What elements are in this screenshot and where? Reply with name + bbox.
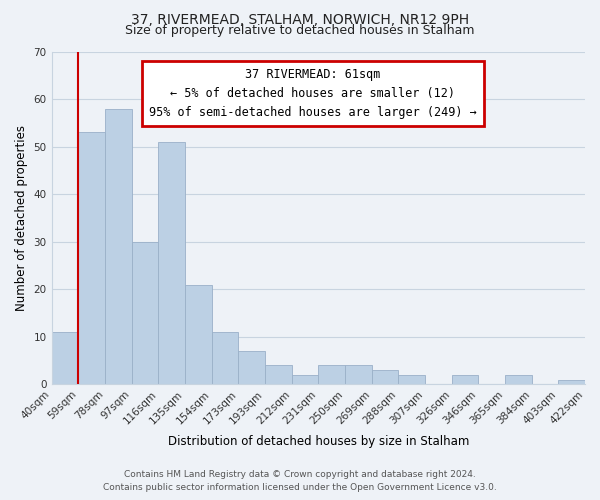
Bar [505,375,532,384]
Bar [318,366,345,384]
Text: Size of property relative to detached houses in Stalham: Size of property relative to detached ho… [125,24,475,37]
Bar [52,332,78,384]
Bar [265,366,292,384]
Bar [78,132,105,384]
Bar [185,284,212,384]
Text: 37, RIVERMEAD, STALHAM, NORWICH, NR12 9PH: 37, RIVERMEAD, STALHAM, NORWICH, NR12 9P… [131,12,469,26]
Bar [292,375,318,384]
Y-axis label: Number of detached properties: Number of detached properties [15,125,28,311]
Bar [559,380,585,384]
X-axis label: Distribution of detached houses by size in Stalham: Distribution of detached houses by size … [167,434,469,448]
Bar [238,351,265,384]
Text: Contains HM Land Registry data © Crown copyright and database right 2024.
Contai: Contains HM Land Registry data © Crown c… [103,470,497,492]
Bar [131,242,158,384]
Bar [371,370,398,384]
Text: 37 RIVERMEAD: 61sqm
← 5% of detached houses are smaller (12)
95% of semi-detache: 37 RIVERMEAD: 61sqm ← 5% of detached hou… [149,68,477,119]
Bar [398,375,425,384]
Bar [345,366,371,384]
Bar [105,108,131,384]
Bar [452,375,478,384]
Bar [212,332,238,384]
Bar [158,142,185,384]
